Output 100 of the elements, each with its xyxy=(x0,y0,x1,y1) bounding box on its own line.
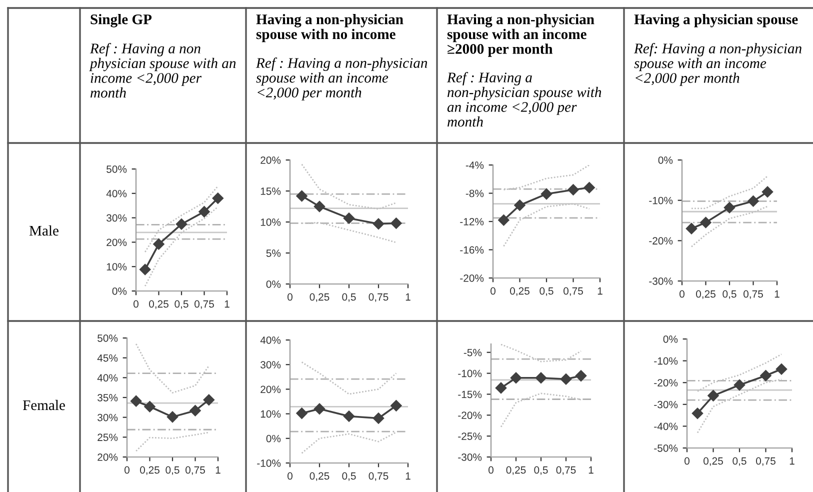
y-tick-label: 30% xyxy=(106,214,127,222)
y-tick-label: 0% xyxy=(112,288,127,295)
y-tick-label: -20% xyxy=(649,237,673,245)
line-series xyxy=(500,344,582,362)
y-tick-label: -4% xyxy=(466,162,484,169)
x-tick-label: 0,25 xyxy=(140,466,160,475)
x-tick-label: 0,5 xyxy=(166,466,180,475)
point xyxy=(203,394,215,406)
y-tick-label: 20% xyxy=(260,386,281,394)
point xyxy=(343,212,355,224)
x-tick-label: 0,5 xyxy=(342,293,356,302)
point xyxy=(212,192,224,204)
point xyxy=(535,372,547,384)
point xyxy=(700,216,712,228)
y-tick-label: 40% xyxy=(260,336,281,344)
point xyxy=(686,222,698,234)
y-tick-label: -16% xyxy=(460,246,484,254)
y-tick-label: -25% xyxy=(458,432,482,440)
point xyxy=(390,400,402,412)
point xyxy=(166,411,178,423)
point xyxy=(153,238,164,250)
point xyxy=(708,390,719,402)
x-tick-label: 0,5 xyxy=(534,466,548,475)
x-tick-label: 0 xyxy=(134,300,138,308)
x-tick-label: 1 xyxy=(588,466,594,474)
chart-title: Single GP xyxy=(90,14,152,28)
point xyxy=(560,374,572,385)
x-tick-label: 0,25 xyxy=(696,290,716,299)
x-tick-label: 1 xyxy=(774,290,780,298)
y-tick-label: -20% xyxy=(654,379,678,386)
line-series xyxy=(135,343,210,394)
chart-title: Having a non-physician spouse with no income xyxy=(256,14,404,42)
x-tick-label: 0,5 xyxy=(342,472,356,481)
x-tick-label: 1 xyxy=(598,287,602,295)
point xyxy=(692,408,704,419)
point xyxy=(190,404,201,416)
x-tick-label: 0,25 xyxy=(704,457,723,466)
y-tick-label: 20% xyxy=(98,454,118,461)
x-tick-label: 1 xyxy=(224,300,230,308)
chart-subtitle: Ref : Having a non-physician spouse with an income <2,000 per month xyxy=(256,58,428,100)
line-series xyxy=(690,175,768,210)
y-tick-label: 15% xyxy=(260,188,281,195)
y-tick-label: 0% xyxy=(658,156,673,164)
y-tick-label: 30% xyxy=(98,414,118,422)
line-series xyxy=(500,392,582,428)
point xyxy=(776,363,788,375)
x-tick-label: 0,75 xyxy=(744,290,763,299)
y-tick-label: 0% xyxy=(266,280,281,288)
chart-subtitle: Ref: Having a non-physician spouse with an income <2,000 per month xyxy=(634,43,802,86)
x-tick-label: 0,5 xyxy=(174,300,188,309)
point xyxy=(314,200,326,212)
y-axis-title: Female xyxy=(22,400,65,410)
y-tick-label: 45% xyxy=(97,354,118,362)
y-tick-label: -40% xyxy=(654,422,678,430)
point xyxy=(176,218,188,230)
line-series xyxy=(135,432,210,452)
y-tick-label: 10% xyxy=(260,410,281,418)
point xyxy=(372,412,384,424)
y-tick-label: 10% xyxy=(106,263,127,270)
y-tick-label: -10% xyxy=(654,357,678,365)
x-tick-label: 0,25 xyxy=(510,287,530,296)
x-tick-label: 0,5 xyxy=(732,457,746,466)
y-tick-label: -30% xyxy=(649,278,673,285)
point xyxy=(724,202,736,214)
x-tick-label: 0 xyxy=(288,293,292,301)
point xyxy=(139,264,151,276)
point xyxy=(575,370,587,382)
x-tick-label: 0 xyxy=(680,290,684,298)
point xyxy=(144,401,156,412)
y-tick-label: 40% xyxy=(106,190,127,198)
y-tick-label: -30% xyxy=(458,454,482,461)
x-tick-label: 1 xyxy=(216,466,220,474)
point xyxy=(296,408,308,419)
line-series xyxy=(301,222,397,244)
line-series xyxy=(301,432,397,454)
y-tick-label: 50% xyxy=(98,334,118,342)
y-tick-label: 30% xyxy=(260,361,281,368)
x-tick-label: 0,25 xyxy=(310,472,330,481)
y-tick-label: 0% xyxy=(266,434,281,442)
y-tick-label: -20% xyxy=(460,274,484,282)
point xyxy=(584,182,595,194)
y-axis-title: Male xyxy=(29,225,58,236)
point xyxy=(343,410,355,422)
x-tick-label: 0,5 xyxy=(540,287,554,296)
y-tick-label: 40% xyxy=(97,374,118,382)
x-tick-label: 0,75 xyxy=(186,466,205,475)
y-tick-label: -12% xyxy=(460,218,484,226)
y-tick-label: -10% xyxy=(649,196,673,204)
point xyxy=(734,379,746,391)
y-tick-label: 20% xyxy=(106,238,127,246)
point xyxy=(748,196,759,207)
point xyxy=(130,395,142,407)
y-tick-label: 0% xyxy=(663,336,678,343)
point xyxy=(760,370,772,382)
point xyxy=(762,186,774,198)
point xyxy=(314,403,326,414)
y-tick-label: 10% xyxy=(260,218,281,226)
point xyxy=(498,214,510,226)
y-tick-label: 5% xyxy=(266,250,281,257)
x-tick-label: 1 xyxy=(406,472,410,480)
